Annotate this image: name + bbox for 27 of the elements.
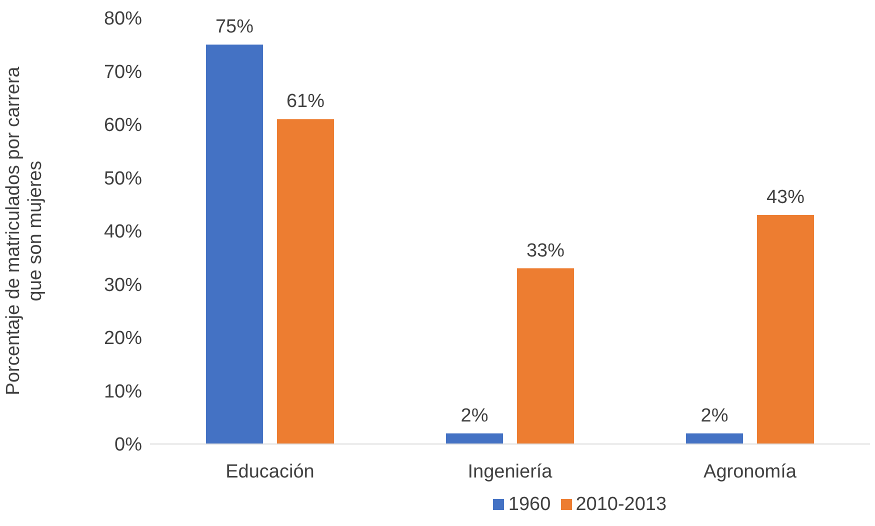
x-tick-label: Agronomía — [704, 461, 797, 482]
data-label: 43% — [766, 187, 805, 208]
data-label: 61% — [286, 91, 325, 112]
data-label: 75% — [215, 16, 254, 38]
y-tick-label: 70% — [104, 62, 142, 83]
x-tick-label: Educación — [226, 461, 314, 482]
bar — [277, 119, 334, 444]
x-tick-label: Ingeniería — [468, 461, 553, 482]
y-tick-label: 40% — [104, 222, 142, 243]
y-tick-label: 20% — [104, 328, 142, 350]
data-label: 33% — [526, 240, 565, 262]
bar — [757, 215, 814, 444]
bar — [446, 433, 503, 444]
y-axis-title: Porcentaje de matriculados por carrera que son mujeres — [3, 66, 46, 396]
y-tick-label: 60% — [104, 115, 142, 136]
y-tick-label: 30% — [104, 274, 142, 296]
legend-label: 2010-2013 — [576, 494, 667, 515]
data-label: 2% — [700, 405, 728, 426]
y-tick-label: 50% — [104, 168, 142, 190]
bar — [517, 268, 574, 444]
y-tick-label: 0% — [114, 434, 142, 456]
legend-label: 1960 — [508, 494, 551, 515]
bar — [686, 433, 743, 444]
bar — [206, 44, 263, 444]
y-tick-label: 10% — [104, 381, 142, 402]
y-tick-label: 80% — [104, 8, 142, 30]
data-label: 2% — [460, 405, 488, 426]
